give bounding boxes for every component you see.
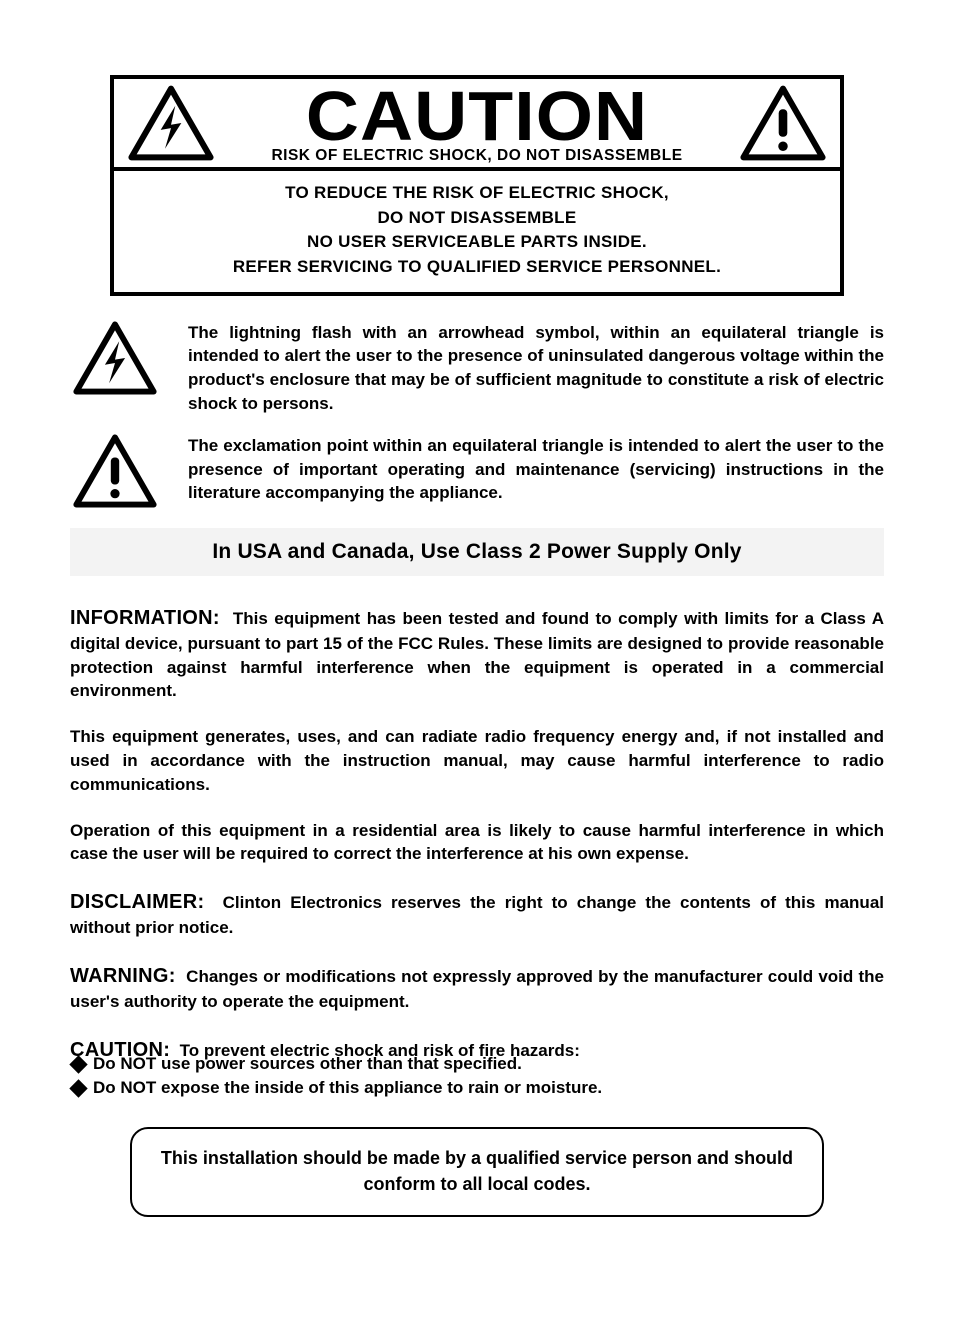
warning-label: WARNING: — [70, 965, 176, 987]
symbol-exclaim-row: The exclamation point within an equilate… — [70, 434, 884, 508]
lightning-triangle-icon — [70, 321, 160, 395]
caution-bullet-text: Do NOT expose the inside of this applian… — [93, 1076, 602, 1101]
lightning-triangle-icon — [128, 85, 214, 161]
warning-text: Changes or modifications not expressly a… — [70, 967, 884, 1011]
information-p2: This equipment generates, uses, and can … — [70, 725, 884, 796]
information-p3: Operation of this equipment in a residen… — [70, 819, 884, 867]
caution-title: CAUTION — [211, 81, 742, 151]
information-label: INFORMATION: — [70, 607, 220, 629]
disclaimer-para: DISCLAIMER: Clinton Electronics reserves… — [70, 888, 884, 940]
caution-body-line: NO USER SERVICEABLE PARTS INSIDE. — [130, 230, 824, 255]
symbol-lightning-row: The lightning flash with an arrowhead sy… — [70, 321, 884, 416]
caution-bullets: Do NOT use power sources other than that… — [70, 1052, 884, 1101]
caution-bullet-row: Do NOT use power sources other than that… — [70, 1052, 884, 1077]
symbol-lightning-desc: The lightning flash with an arrowhead sy… — [188, 321, 884, 416]
warning-para: WARNING: Changes or modifications not ex… — [70, 962, 884, 1014]
caution-body-line: DO NOT DISASSEMBLE — [130, 206, 824, 231]
caution-body: TO REDUCE THE RISK OF ELECTRIC SHOCK, DO… — [114, 171, 840, 292]
disclaimer-label: DISCLAIMER: — [70, 891, 204, 913]
symbol-exclaim-desc: The exclamation point within an equilate… — [188, 434, 884, 505]
caution-bullet-row: Do NOT expose the inside of this applian… — [70, 1076, 884, 1101]
caution-header: CAUTION RISK OF ELECTRIC SHOCK, DO NOT D… — [114, 79, 840, 171]
class2-bar: In USA and Canada, Use Class 2 Power Sup… — [70, 528, 884, 576]
install-note-box: This installation should be made by a qu… — [130, 1127, 824, 1217]
exclamation-triangle-icon — [740, 85, 826, 161]
caution-box: CAUTION RISK OF ELECTRIC SHOCK, DO NOT D… — [110, 75, 844, 296]
diamond-bullet-icon — [69, 1079, 87, 1097]
caution-body-line: REFER SERVICING TO QUALIFIED SERVICE PER… — [130, 255, 824, 280]
exclamation-triangle-icon — [70, 434, 160, 508]
information-p1: INFORMATION: This equipment has been tes… — [70, 604, 884, 703]
caution-body-line: TO REDUCE THE RISK OF ELECTRIC SHOCK, — [130, 181, 824, 206]
caution-bullet-text: Do NOT use power sources other than that… — [93, 1052, 522, 1077]
